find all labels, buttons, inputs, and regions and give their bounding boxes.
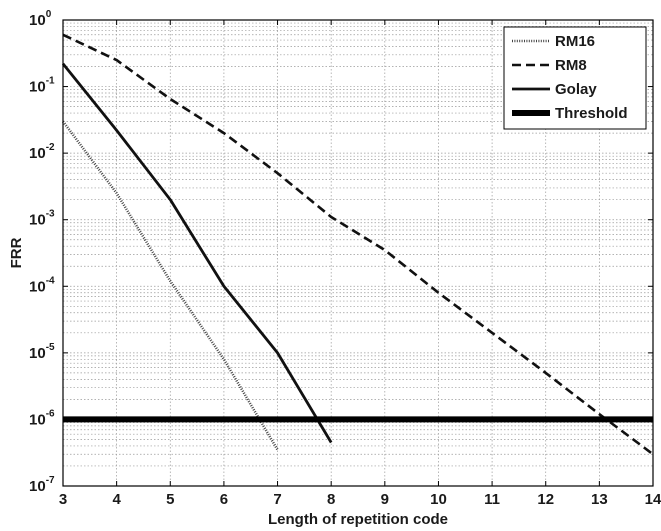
y-tick-label: 10-6 [29,408,55,428]
axis-ticks: 3 4 5 6 7 8 9 10 11 12 13 14 10-7 10-6 10-5 10-4 10-3 10-… [29,9,661,508]
y-tick-label: 10-1 [29,76,55,96]
y-tick-label: 10-2 [29,142,55,162]
y-tick-label: 10-7 [29,475,55,495]
legend-label-rm16: RM16 [555,33,595,50]
y-tick-label: 100 [29,9,52,29]
x-tick-label: 5 [166,491,174,508]
y-tick-label: 10-5 [29,342,55,362]
plot-frame [62,19,654,487]
y-tick-label: 10-4 [29,275,55,295]
y-axis-label: FRR [8,237,25,268]
x-tick-label: 4 [112,491,121,508]
series-line-rm8 [62,33,654,456]
x-tick-label: 7 [273,491,281,508]
series-lines [61,33,654,456]
x-tick-label: 12 [537,491,554,508]
x-tick-label: 3 [59,491,67,508]
legend: RM16 RM8 Golay Threshold [503,26,647,130]
y-tick-label: 10-3 [29,209,55,229]
x-axis-label: Length of repetition code [268,511,448,528]
x-tick-label: 6 [220,491,228,508]
x-tick-label: 11 [484,491,500,508]
x-tick-label: 10 [430,491,447,508]
series-line-rm16 [61,120,279,451]
x-tick-label: 9 [381,491,389,508]
x-tick-label: 14 [645,491,661,508]
legend-label-threshold: Threshold [555,105,628,122]
legend-label-rm8: RM8 [555,57,587,74]
legend-label-golay: Golay [555,81,597,98]
series-line-golay [61,62,333,444]
x-tick-label: 8 [327,491,335,508]
x-tick-label: 13 [591,491,608,508]
